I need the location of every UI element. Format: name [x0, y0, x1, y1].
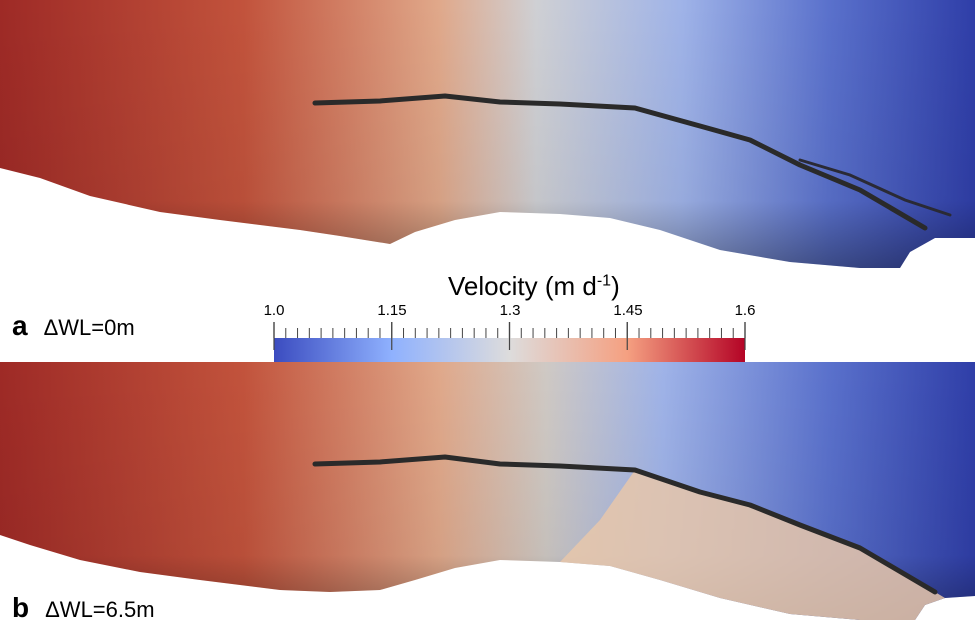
panel-a-label: a ΔWL=0m: [12, 310, 135, 342]
panel-b-letter: b: [12, 592, 30, 623]
panel-b-label: b ΔWL=6.5m: [12, 592, 155, 624]
panel-a-condition: ΔWL=0m: [43, 315, 135, 340]
colorbar-ticks: [273, 322, 746, 350]
panel-a-glacier: [0, 0, 975, 268]
colorbar-title: Velocity (m d-1): [448, 271, 620, 301]
colorbar: [273, 322, 746, 362]
colorbar-tick-label-5: 1.6: [734, 302, 756, 319]
panel-a-letter: a: [12, 310, 28, 341]
colorbar-tick-label-3: 1.3: [499, 302, 521, 319]
panel-b-condition: ΔWL=6.5m: [45, 597, 155, 622]
panel-b-flowline: [312, 454, 938, 595]
colorbar-tick-label-4: 1.45: [613, 302, 643, 319]
colorbar-tick-label-2: 1.15: [377, 302, 407, 319]
panel-b-glacier: [0, 362, 975, 620]
panel-a-flowline: [312, 93, 928, 231]
colorbar-tick-label-1: 1.0: [263, 302, 285, 319]
panel-a-branch: [798, 158, 952, 217]
